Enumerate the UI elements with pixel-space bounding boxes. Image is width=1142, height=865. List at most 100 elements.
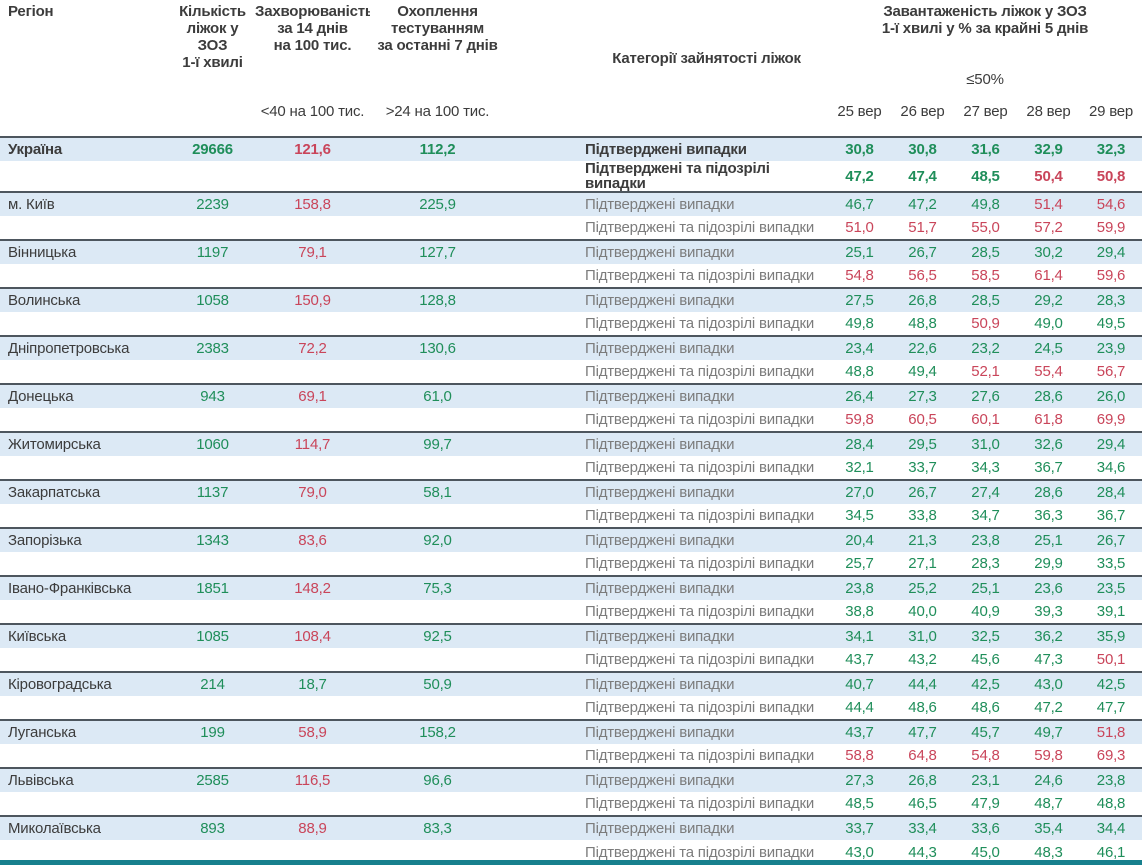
region-name: Миколаївська [8, 820, 101, 837]
region-name: Івано-Франківська [8, 580, 132, 597]
spacer-cell [505, 528, 585, 552]
occupancy-value: 32,6 [1034, 436, 1063, 453]
occupancy-value: 43,0 [845, 843, 874, 861]
empty-cell [255, 360, 370, 384]
empty-cell [370, 648, 505, 672]
occupancy-value: 45,0 [971, 843, 1000, 861]
region-row-confirmed-suspected: Підтверджені та підозрілі випадки 34,5 33,… [0, 504, 1142, 528]
category-label-confirmed-suspected: Підтверджені та підозрілі випадки [585, 651, 815, 668]
beds-value: 214 [200, 676, 225, 693]
occupancy-value: 38,8 [845, 603, 874, 620]
region-row-confirmed-suspected: Підтверджені та підозрілі випадки 48,5 46,… [0, 792, 1142, 816]
region-row-confirmed: Закарпатська 1137 79,0 58,1 Підтверджені вип… [0, 480, 1142, 504]
occupancy-value: 44,4 [908, 676, 937, 693]
occupancy-value: 26,7 [908, 484, 937, 501]
occupancy-value: 36,7 [1096, 507, 1126, 524]
occupancy-value: 56,7 [1096, 363, 1126, 380]
empty-cell [0, 456, 170, 480]
category-label-confirmed-suspected: Підтверджені та підозрілі випадки [585, 315, 815, 332]
category-label-confirmed-suspected: Підтверджені та підозрілі випадки [585, 507, 815, 524]
occupancy-value: 33,5 [1096, 555, 1126, 572]
testing-value: 112,2 [419, 141, 456, 158]
category-label-confirmed-suspected: Підтверджені та підозрілі випадки [585, 219, 815, 236]
table-body: Україна 29666 121,6 112,2 Підтверджені випад… [0, 137, 1142, 864]
region-name: Закарпатська [8, 484, 100, 501]
occupancy-value: 47,2 [908, 196, 937, 213]
category-label-confirmed-suspected: Підтверджені та підозрілі випадки [585, 411, 815, 428]
occupancy-value: 25,2 [908, 580, 937, 597]
occupancy-value: 40,9 [971, 603, 1000, 620]
bottom-divider-bar [0, 860, 1142, 865]
empty-cell [370, 216, 505, 240]
empty-cell [0, 408, 170, 432]
occupancy-value: 34,3 [971, 459, 1000, 476]
category-label-confirmed-suspected: Підтверджені та підозрілі випадки [585, 699, 815, 716]
occupancy-value: 33,7 [908, 459, 937, 476]
incidence-value: 150,9 [294, 292, 331, 309]
region-name: Дніпропетровська [8, 340, 130, 357]
empty-cell [255, 648, 370, 672]
region-row-confirmed-suspected: Підтверджені та підозрілі випадки 25,7 27,… [0, 552, 1142, 576]
category-label-confirmed-suspected: Підтверджені та підозрілі випадки [585, 363, 815, 380]
category-label-confirmed-suspected: Підтверджені та підозрілі випадки [585, 843, 815, 861]
occupancy-value: 36,3 [1034, 507, 1063, 524]
empty-cell [170, 648, 255, 672]
category-label-confirmed-suspected: Підтверджені та підозрілі випадки [585, 459, 815, 476]
occupancy-value: 22,6 [908, 340, 937, 357]
empty-cell [370, 696, 505, 720]
category-label-confirmed: Підтверджені випадки [585, 388, 735, 405]
occupancy-value: 47,3 [1034, 651, 1063, 668]
occupancy-value: 51,0 [845, 219, 874, 236]
occupancy-value: 61,8 [1034, 411, 1063, 428]
occupancy-value: 23,1 [971, 772, 1000, 789]
region-name: Україна [8, 141, 62, 158]
occupancy-value: 43,0 [1034, 676, 1063, 693]
testing-value: 130,6 [419, 340, 456, 357]
occupancy-value: 48,8 [908, 315, 937, 332]
region-row-confirmed-suspected: Підтверджені та підозрілі випадки 59,8 60,… [0, 408, 1142, 432]
occupancy-value: 23,2 [971, 340, 1000, 357]
occupancy-value: 39,1 [1096, 603, 1126, 620]
beds-value: 1851 [196, 580, 229, 597]
occupancy-value: 50,9 [971, 315, 1000, 332]
occupancy-value: 30,8 [845, 141, 874, 158]
occupancy-value: 26,7 [908, 244, 937, 261]
occupancy-value: 50,4 [1034, 167, 1063, 185]
date-header: 29 вер [1088, 103, 1134, 120]
occupancy-value: 43,7 [845, 724, 874, 741]
empty-cell [370, 360, 505, 384]
region-name: Волинська [8, 292, 81, 309]
occupancy-value: 29,5 [908, 436, 937, 453]
empty-cell [170, 312, 255, 336]
occupancy-value: 43,2 [908, 651, 937, 668]
empty-cell [170, 161, 255, 192]
testing-value: 96,6 [423, 772, 452, 789]
occupancy-value: 26,8 [908, 292, 937, 309]
header-beds: Кількість ліжок у ЗОЗ 1-ї хвилі [179, 3, 246, 71]
spacer-cell [505, 696, 585, 720]
occupancy-value: 33,6 [971, 820, 1000, 837]
spacer-cell [505, 360, 585, 384]
empty-cell [255, 264, 370, 288]
region-row-confirmed-suspected: Підтверджені та підозрілі випадки 58,8 64,… [0, 744, 1142, 768]
occupancy-value: 23,5 [1096, 580, 1126, 597]
empty-cell [170, 696, 255, 720]
category-label-confirmed: Підтверджені випадки [585, 820, 735, 837]
spacer-cell [505, 384, 585, 408]
occupancy-value: 59,9 [1096, 219, 1126, 236]
spacer-cell [505, 744, 585, 768]
occupancy-value: 26,4 [845, 388, 874, 405]
beds-value: 1058 [196, 292, 229, 309]
region-row-confirmed: Івано-Франківська 1851 148,2 75,3 Підтвердже… [0, 576, 1142, 600]
date-header: 28 вер [1026, 103, 1071, 120]
occupancy-value: 34,7 [971, 507, 1000, 524]
occupancy-value: 28,3 [971, 555, 1000, 572]
incidence-value: 79,0 [298, 484, 327, 501]
occupancy-value: 58,5 [971, 267, 1000, 284]
empty-cell [255, 792, 370, 816]
region-row-confirmed: Львівська 2585 116,5 96,6 Підтверджені випад… [0, 768, 1142, 792]
incidence-value: 83,6 [298, 532, 327, 549]
occupancy-value: 46,1 [1096, 843, 1126, 861]
header-testing: Охоплення тестуванням за останні 7 днів [377, 3, 498, 54]
region-row-confirmed: Київська 1085 108,4 92,5 Підтверджені випадк… [0, 624, 1142, 648]
